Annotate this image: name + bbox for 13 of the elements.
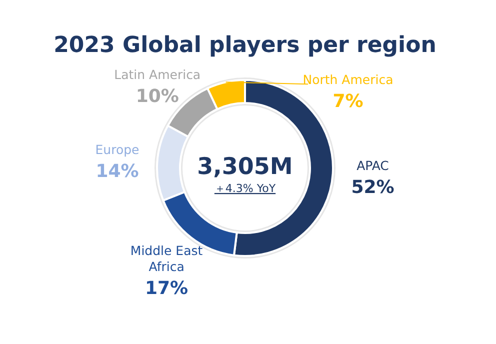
slice-label: Latin America [114, 67, 201, 82]
slice-label: APAC [356, 158, 390, 174]
slice-label: Middle East Africa [130, 243, 203, 274]
chart-title: 2023 Global players per region [54, 33, 436, 58]
text: 3,305M [197, 154, 293, 180]
data-label: 17% [145, 278, 188, 300]
data-label: 14% [96, 160, 139, 182]
slice-label: Europe [95, 142, 140, 157]
data-label: 7% [332, 91, 364, 112]
data-label: 52% [351, 177, 394, 198]
text: ＋4.3% YoY [214, 182, 276, 195]
data-label: 10% [136, 86, 179, 107]
slice-label: North America [302, 72, 394, 87]
